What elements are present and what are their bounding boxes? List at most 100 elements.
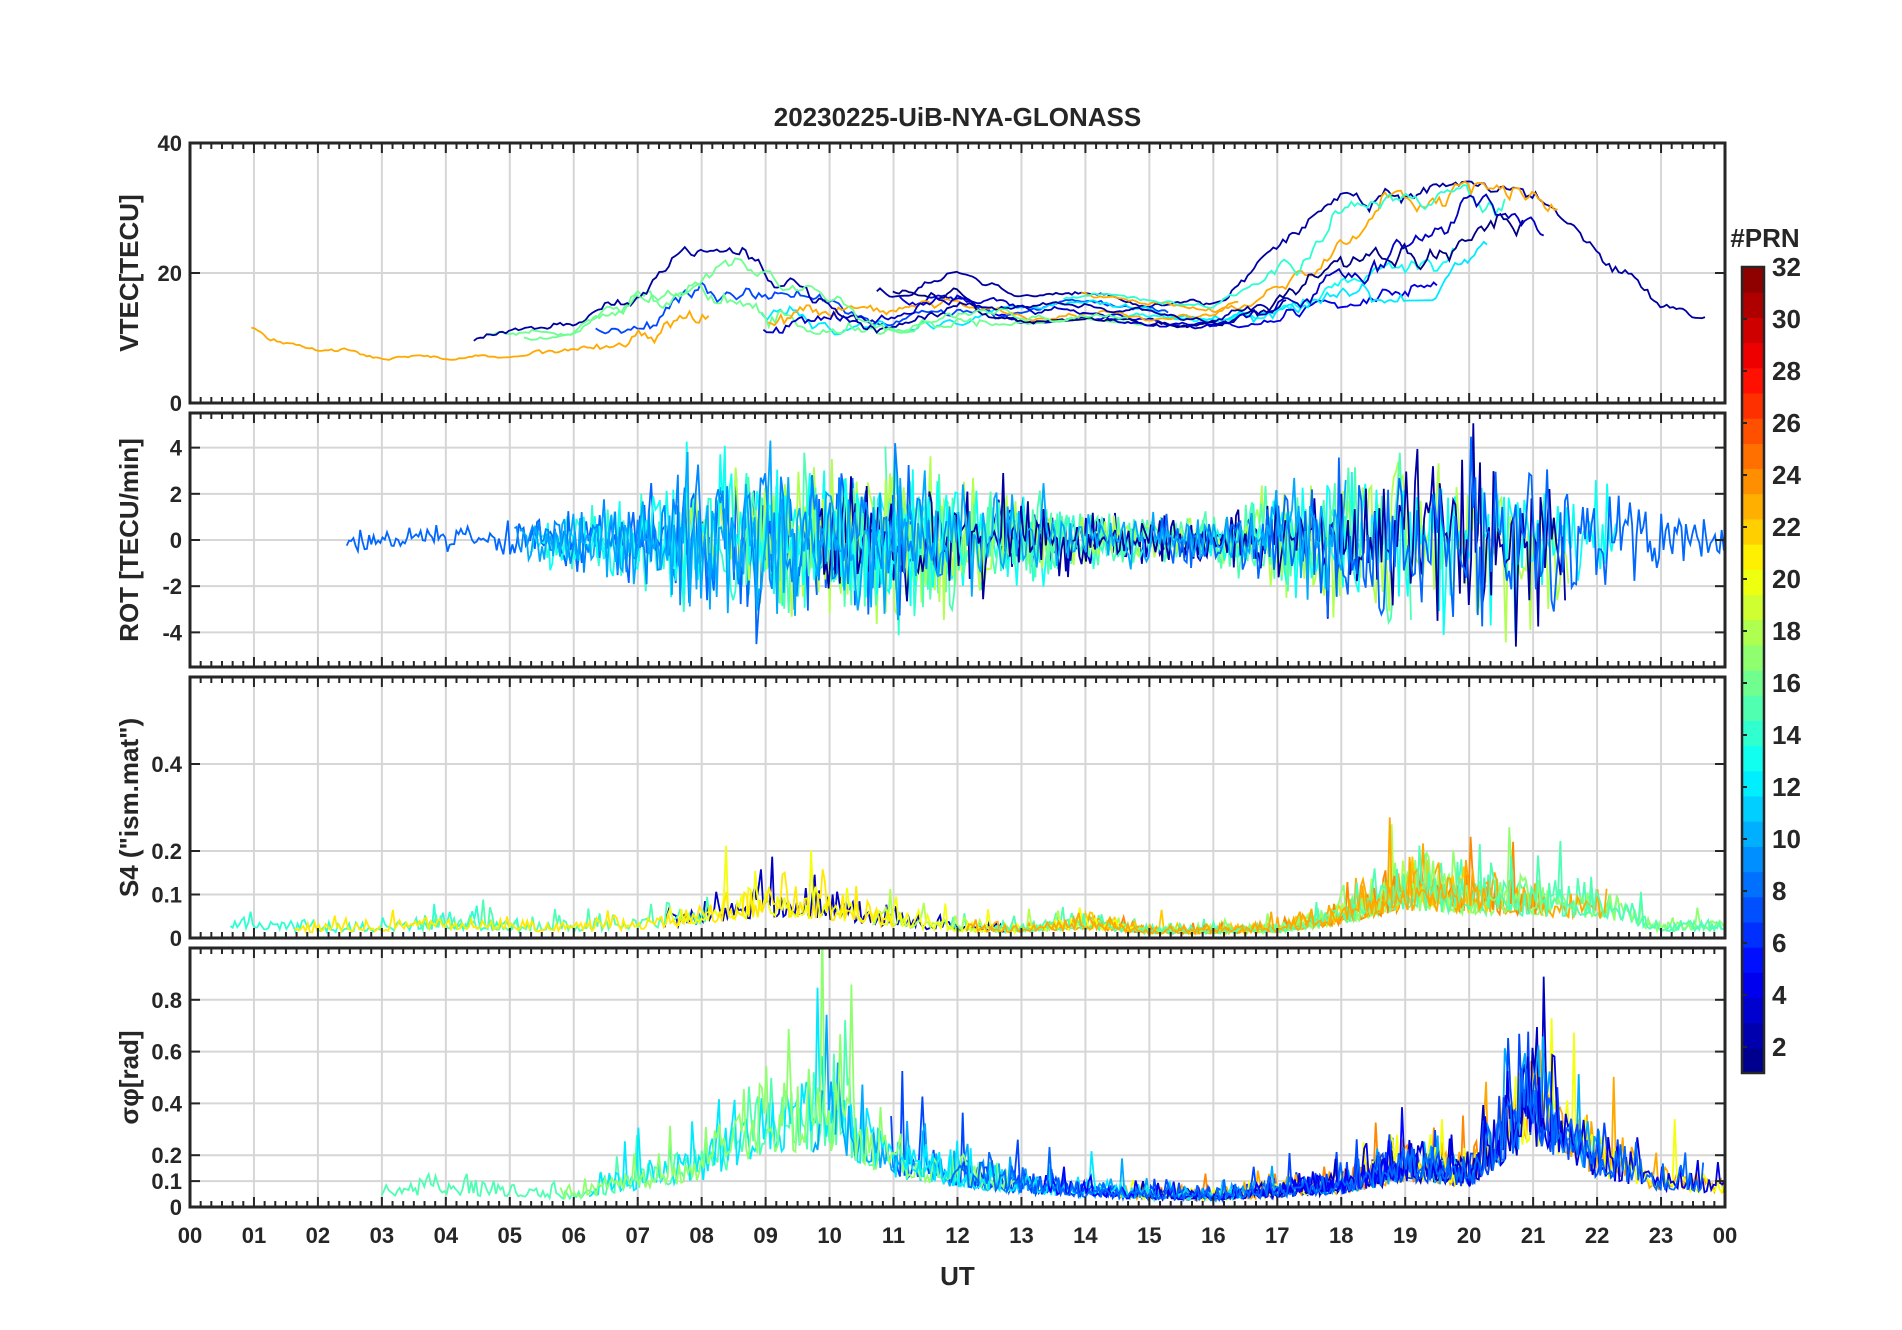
- colorbar-tick-label: 6: [1772, 928, 1786, 958]
- colorbar-segment: [1742, 292, 1764, 318]
- x-tick-label: 04: [434, 1223, 459, 1248]
- series-line-prn-15: [991, 840, 1724, 936]
- y-tick-label: 40: [158, 131, 182, 156]
- colorbar-segment: [1742, 1022, 1764, 1049]
- traces: [229, 817, 1725, 937]
- colorbar-segment: [1742, 921, 1764, 948]
- x-tick-label: 17: [1265, 1223, 1289, 1248]
- colorbar-segment: [1742, 670, 1764, 696]
- x-tick-label: 13: [1009, 1223, 1033, 1248]
- traces: [345, 423, 1725, 647]
- series-line-prn-20: [667, 845, 1137, 936]
- series-line-prn-12: [900, 1140, 1247, 1203]
- colorbar-segment: [1742, 443, 1764, 470]
- series-line-prn-3: [762, 193, 1545, 334]
- y-tick-label: 0.2: [151, 1143, 182, 1168]
- y-tick-label: -4: [162, 620, 182, 645]
- x-tick-label: 19: [1393, 1223, 1417, 1248]
- y-axis-label: VTEC[TECU]: [114, 194, 144, 351]
- y-tick-label: 2: [170, 482, 182, 507]
- x-tick-label: 03: [370, 1223, 394, 1248]
- colorbar-tick-label: 8: [1772, 876, 1786, 906]
- colorbar-segment: [1742, 947, 1764, 973]
- colorbar-segment: [1742, 317, 1764, 344]
- x-tick-label: 18: [1329, 1223, 1353, 1248]
- y-tick-label: 0.8: [151, 988, 182, 1013]
- colorbar-tick-label: 30: [1772, 304, 1801, 334]
- traces: [251, 180, 1706, 361]
- colorbar-tick-label: 24: [1772, 460, 1801, 490]
- colorbar-tick-label: 26: [1772, 408, 1801, 438]
- x-tick-label: 11: [882, 1223, 905, 1248]
- colorbar-segment: [1742, 342, 1764, 369]
- y-tick-label: 0.6: [151, 1040, 182, 1065]
- x-tick-label: 14: [1073, 1223, 1098, 1248]
- series-line-prn-8: [345, 464, 914, 645]
- series-line-prn-13: [1065, 247, 1454, 324]
- x-tick-label: 22: [1585, 1223, 1609, 1248]
- series-line-prn-14: [1063, 184, 1506, 310]
- series-line-prn-16: [523, 257, 1129, 341]
- y-axis-label: σφ[rad]: [114, 1030, 144, 1124]
- y-tick-label: 0.4: [151, 752, 182, 777]
- colorbar-tick-label: 20: [1772, 564, 1801, 594]
- y-tick-label: 0.1: [151, 883, 182, 908]
- series-line-prn-23: [767, 298, 1239, 327]
- series-line-prn-7: [595, 280, 1169, 335]
- colorbar-segment: [1742, 518, 1764, 545]
- series-line-prn-12: [760, 240, 1488, 336]
- series-line-prn-8: [950, 1068, 1705, 1203]
- x-axis-label: UT: [940, 1261, 975, 1291]
- colorbar-segment: [1742, 770, 1764, 797]
- colorbar-label: #PRN: [1730, 223, 1799, 253]
- x-tick-label: 20: [1457, 1223, 1481, 1248]
- panel-s4: 0 0.1 0.2 0.4 S4 ("ism.mat"): [114, 675, 1727, 951]
- panel-vtec: 0 20 40 VTEC[TECU]: [114, 131, 1727, 416]
- colorbar-tick-label: 22: [1772, 512, 1801, 542]
- colorbar-tick-label: 2: [1772, 1032, 1786, 1062]
- x-tick-label: 15: [1137, 1223, 1161, 1248]
- colorbar-segment: [1742, 569, 1764, 596]
- colorbar-segment: [1742, 997, 1764, 1024]
- x-tick-label: 02: [306, 1223, 330, 1248]
- x-tick-label: 06: [562, 1223, 586, 1248]
- colorbar-segment: [1742, 367, 1764, 394]
- y-tick-label: 20: [158, 261, 182, 286]
- x-tick-label: 08: [689, 1223, 713, 1248]
- colorbar-segment: [1742, 594, 1764, 621]
- y-tick-label: 0: [170, 926, 182, 951]
- x-tick-label: 01: [242, 1223, 266, 1248]
- x-tick-label: 10: [817, 1223, 841, 1248]
- y-tick-label: 0.1: [151, 1169, 182, 1194]
- x-tick-label: 00: [178, 1223, 202, 1248]
- x-tick-label: 21: [1521, 1223, 1545, 1248]
- x-tick-label: 16: [1201, 1223, 1225, 1248]
- colorbar-segment: [1742, 619, 1764, 646]
- colorbar-segment: [1742, 468, 1764, 495]
- series-line-prn-10: [519, 440, 1347, 621]
- x-tick-label: 09: [753, 1223, 777, 1248]
- y-tick-label: 0.2: [151, 839, 182, 864]
- series-line-prn-17: [1136, 827, 1544, 935]
- series-line-prn-23: [251, 309, 710, 361]
- y-tick-label: 4: [170, 436, 183, 461]
- series-line-prn-23: [965, 817, 1487, 936]
- panel-sigma-phi: 00.10.2 0.4 0.6 0.8 σφ[rad] 00 01 02 03 04 05 06 07 0…: [114, 946, 1737, 1248]
- colorbar-frame: [1740, 265, 1766, 1075]
- colorbar-tick-label: 4: [1772, 980, 1787, 1010]
- traces: [380, 948, 1725, 1204]
- x-tick-label: 23: [1649, 1223, 1673, 1248]
- colorbar-segment: [1742, 846, 1764, 873]
- colorbar-tick-label: 18: [1772, 616, 1801, 646]
- colorbar-segment: [1742, 493, 1764, 520]
- colorbar-tick-label: 14: [1772, 720, 1801, 750]
- y-tick-label: 0: [170, 1195, 182, 1220]
- x-tick-label: 05: [498, 1223, 522, 1248]
- colorbar-tick-label: 32: [1772, 252, 1801, 282]
- y-tick-label: 0: [170, 528, 182, 553]
- y-axis-label: S4 ("ism.mat"): [114, 718, 144, 897]
- colorbar-segment: [1742, 821, 1764, 847]
